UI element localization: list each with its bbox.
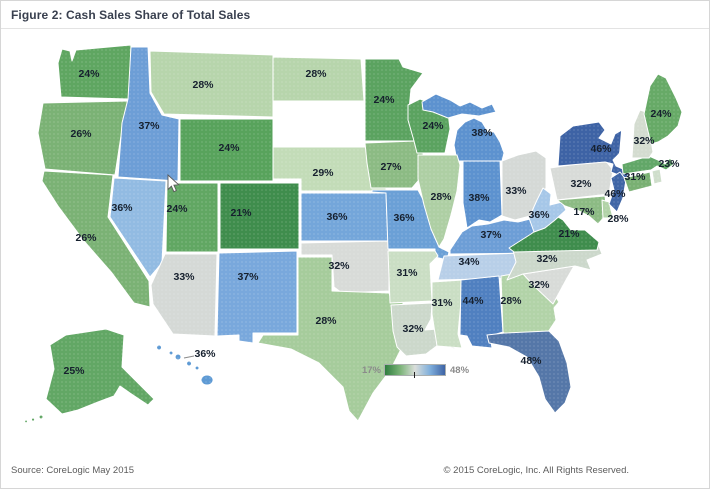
state-me [643,73,683,145]
state-ak [38,414,44,420]
source-note: Source: CoreLogic May 2015 [11,465,135,476]
state-sd [272,102,367,146]
state-nj [608,171,627,213]
state-hi [174,353,182,361]
state-mt [149,50,274,118]
state-hi [200,374,214,386]
figure-title: Figure 2: Cash Sales Share of Total Sale… [1,1,709,29]
state-hi [156,344,163,351]
state-ri [651,168,663,185]
state-shapes-group [24,44,683,424]
state-nd [272,56,365,102]
color-scale-legend: 17% 48% [355,364,470,378]
state-ar [387,250,439,304]
state-or [37,100,130,176]
figure-footer: Source: CoreLogic May 2015 © 2015 CoreLo… [1,465,709,488]
hawaii-callout-line [183,355,195,359]
state-ks [300,192,389,242]
state-nm [216,250,298,344]
legend-min-label: 17% [361,364,381,376]
state-ak [31,417,36,422]
legend-gradient-bar [384,364,446,378]
state-hi [168,350,174,356]
state-ms [431,279,464,349]
copyright-note: © 2015 CoreLogic, Inc. All Rights Reserv… [443,465,629,476]
state-ut [165,182,219,253]
mouse-cursor-icon [167,173,180,193]
legend-max-label: 48% [450,364,470,376]
state-fl [486,330,572,414]
state-wa [57,44,132,100]
state-in [462,160,503,229]
state-co [219,182,300,250]
state-az [150,253,218,337]
state-wy [179,118,274,182]
legend-tick-mark [414,372,415,378]
state-ak [45,328,155,415]
state-hi [186,360,193,367]
state-vt [618,123,634,161]
state-ak [24,419,28,424]
state-hi [194,365,200,371]
state-mi [453,117,505,162]
